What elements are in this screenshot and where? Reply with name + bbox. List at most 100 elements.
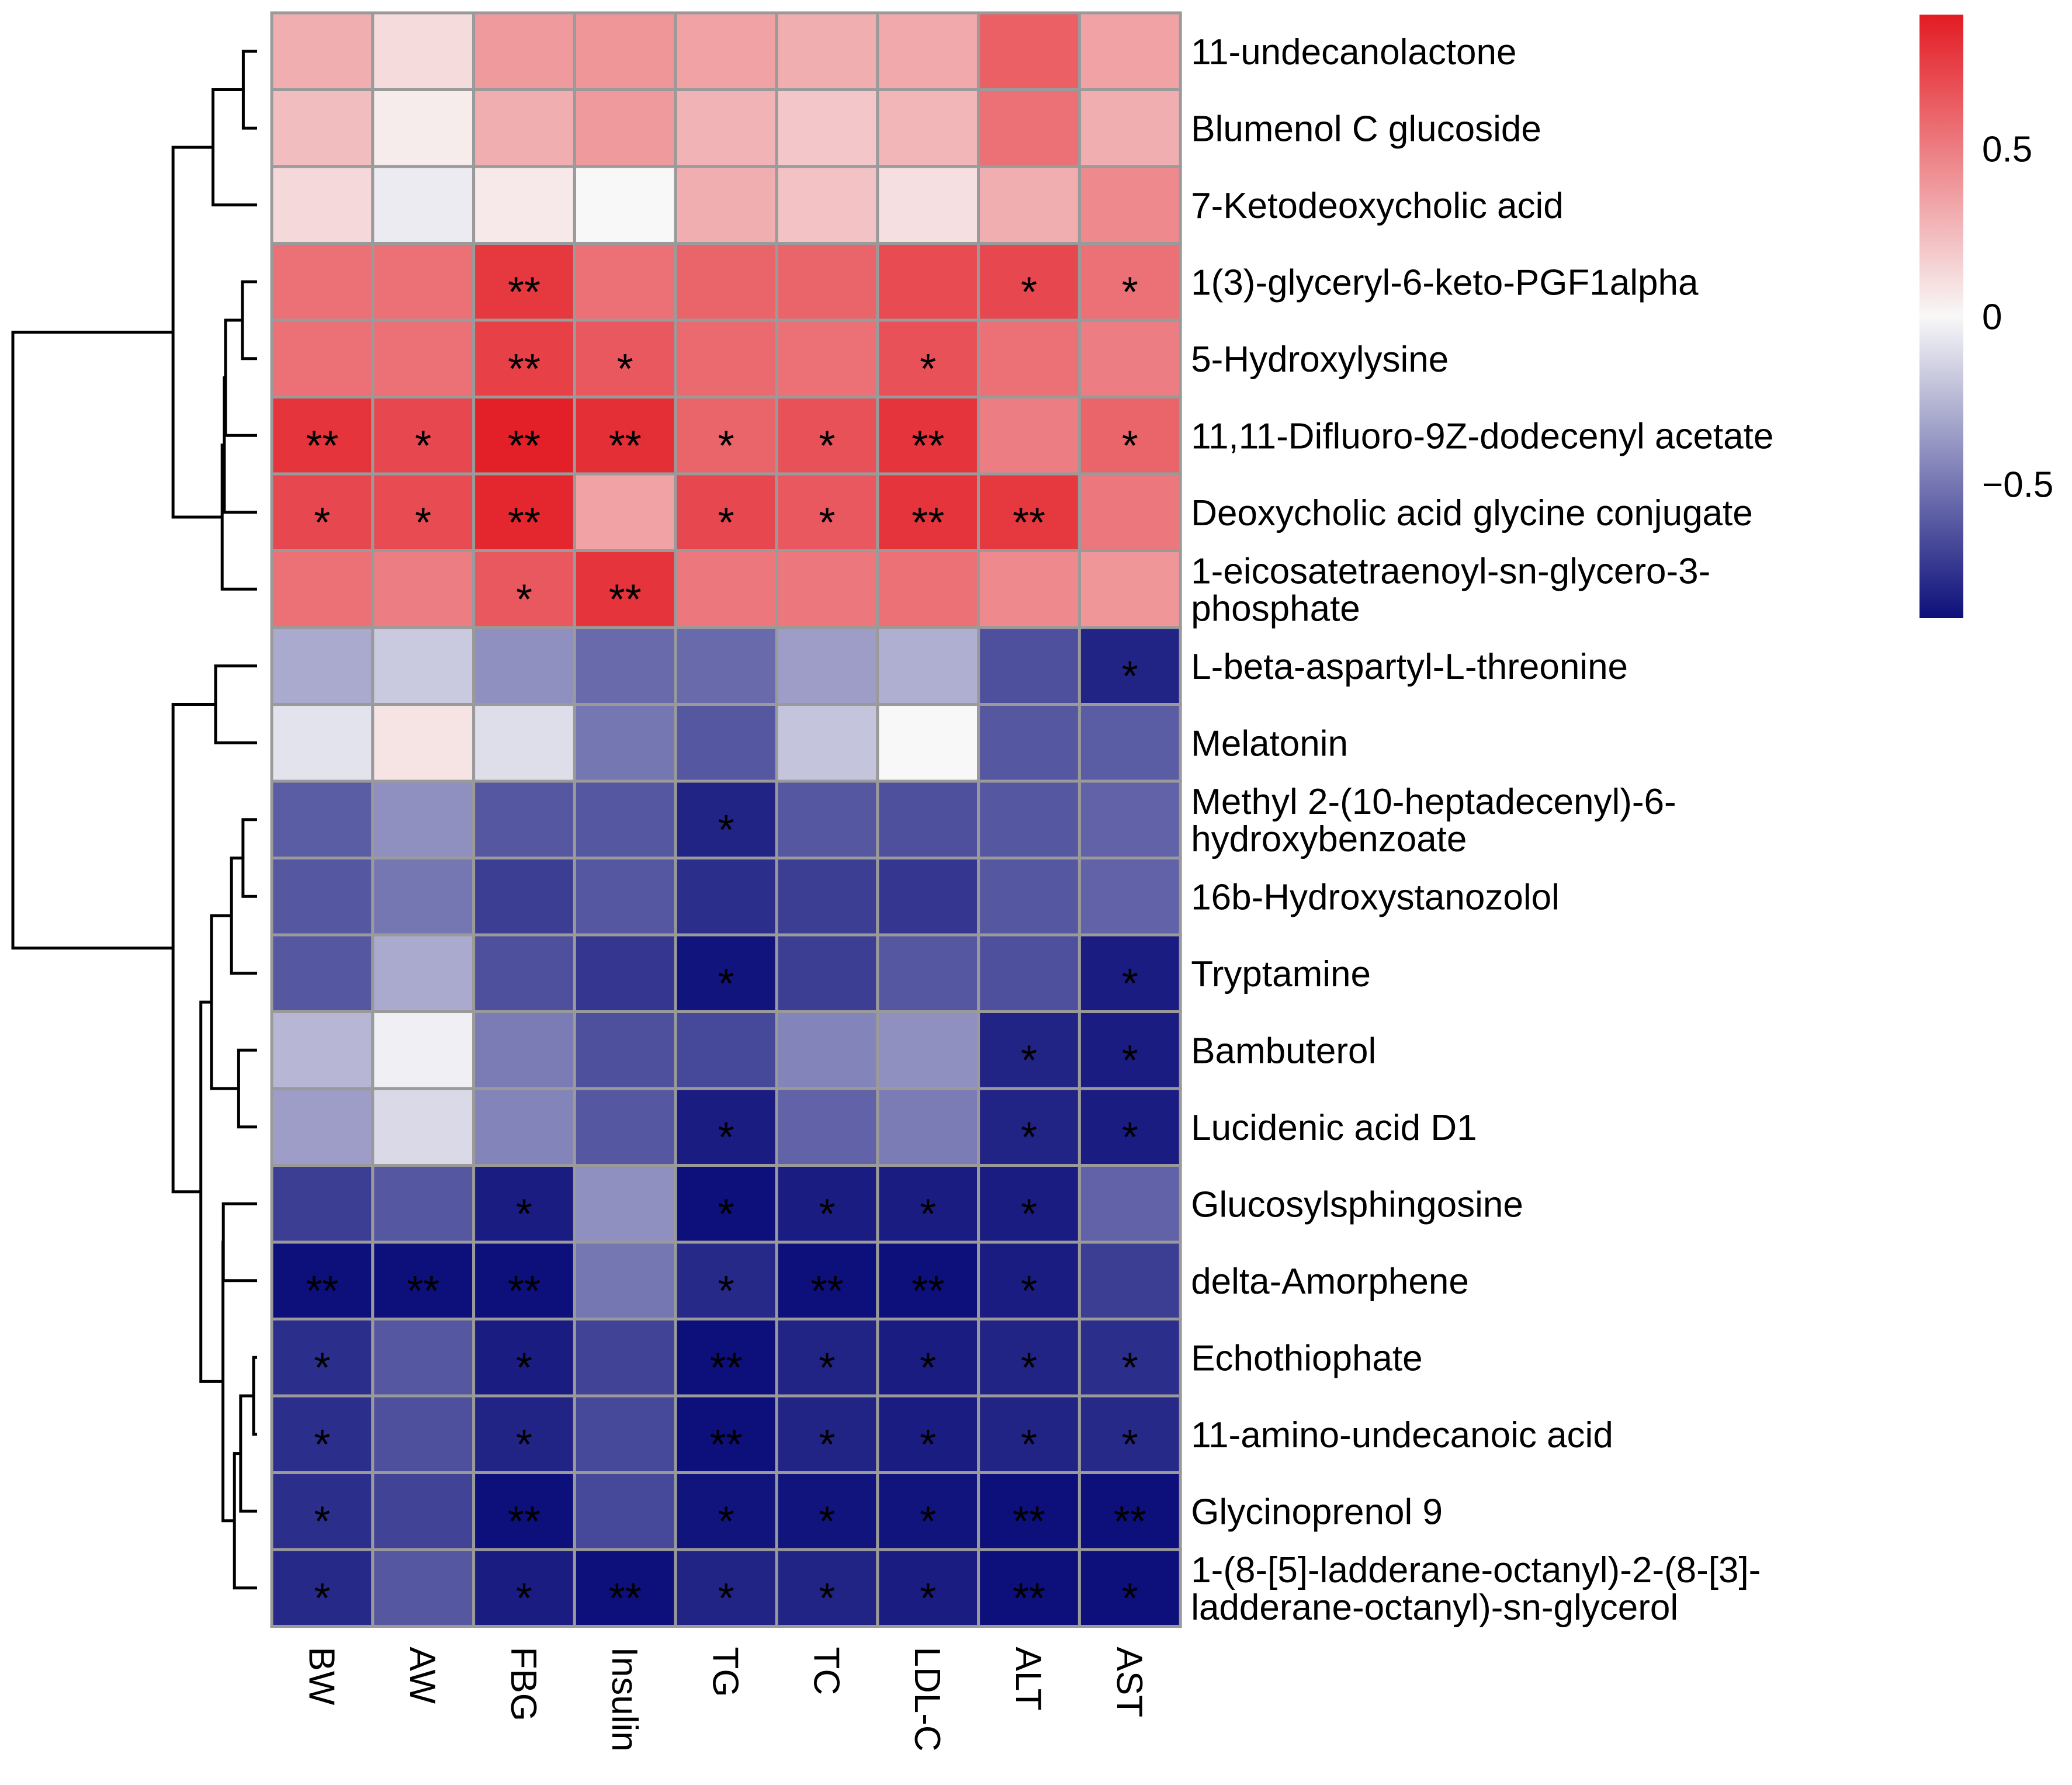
- column-label: AST: [1109, 1647, 1149, 1718]
- heatmap-cell: [371, 626, 476, 706]
- heatmap-cell: [977, 626, 1081, 706]
- row-label: Deoxycholic acid glycine conjugate: [1191, 493, 1753, 533]
- heatmap-cell: [977, 1318, 1081, 1398]
- heatmap-cell: [876, 1318, 980, 1398]
- heatmap-cell: [674, 88, 778, 168]
- heatmap-cell: [472, 11, 576, 91]
- heatmap-cell: [674, 626, 778, 706]
- heatmap-cell: [674, 779, 778, 859]
- heatmap-cell: [876, 1548, 980, 1628]
- heatmap-cell: [573, 1394, 677, 1474]
- heatmap-cell: [1077, 1087, 1182, 1167]
- heatmap-cell: [876, 1164, 980, 1244]
- significance-marker: *: [1122, 269, 1138, 316]
- row-label: 11,11-Difluoro-9Z-dodecenyl acetate: [1191, 416, 1773, 456]
- dendrogram-branch: [239, 1394, 257, 1513]
- heatmap-cell: [1077, 165, 1182, 245]
- dendrogram-branch: [230, 857, 257, 975]
- row-label: Bambuterol: [1191, 1031, 1376, 1071]
- row-label: 5-Hydroxylysine: [1191, 339, 1449, 380]
- heatmap-cell: [1077, 779, 1182, 859]
- heatmap-cell: [1077, 11, 1182, 91]
- heatmap-cell: [775, 933, 879, 1013]
- significance-marker: **: [1013, 1575, 1045, 1622]
- heatmap-cell: [270, 1010, 375, 1090]
- heatmap-cell: [270, 1471, 375, 1551]
- heatmap-cell: [977, 1394, 1081, 1474]
- row-labels: 11-undecanolactone Blumenol C glucoside 7-…: [1191, 32, 1773, 1628]
- heatmap-cell: [371, 11, 476, 91]
- heatmap-cell: [573, 703, 677, 783]
- heatmap-cell: [573, 1010, 677, 1090]
- row-label: 1-eicosatetraenoyl-sn-glycero-3-: [1191, 551, 1710, 591]
- row-label: Tryptamine: [1191, 954, 1371, 994]
- significance-marker: *: [718, 1114, 734, 1161]
- dendrogram-branch: [221, 1202, 257, 1283]
- heatmap-cell: [977, 857, 1081, 937]
- significance-marker: *: [718, 961, 734, 1007]
- heatmap-cell: [674, 933, 778, 1013]
- heatmap-cell: [674, 11, 778, 91]
- heatmap-cell: [472, 1087, 576, 1167]
- heatmap-cell: [775, 779, 879, 859]
- column-label: LDL-C: [907, 1647, 947, 1752]
- dendrogram-branch: [252, 1356, 257, 1436]
- heatmap-cell: [371, 1471, 476, 1551]
- significance-marker: *: [920, 1344, 936, 1391]
- heatmap-cell: [674, 1394, 778, 1474]
- heatmap-cell: [472, 933, 576, 1013]
- heatmap-cell: [1077, 1010, 1182, 1090]
- heatmap-cell: [371, 933, 476, 1013]
- significance-marker: *: [819, 1422, 835, 1468]
- heatmap-cell: [1077, 1548, 1182, 1628]
- heatmap-cell: [371, 1010, 476, 1090]
- heatmap-cell: [977, 472, 1081, 552]
- significance-marker: **: [912, 500, 944, 546]
- row-label: Echothiophate: [1191, 1338, 1422, 1378]
- heatmap-cell: [270, 857, 375, 937]
- dendrogram-branch: [241, 50, 257, 130]
- color-scale-tick: 0.5: [1982, 130, 2032, 170]
- column-label: FBG: [503, 1647, 543, 1721]
- significance-marker: *: [314, 1575, 330, 1622]
- heatmap-cell: [371, 1087, 476, 1167]
- significance-marker: *: [1122, 1422, 1138, 1468]
- column-label: TG: [705, 1647, 746, 1697]
- row-label: 16b-Hydroxystanozolol: [1191, 877, 1560, 917]
- heatmap-cell: [573, 549, 677, 629]
- heatmap-cell: [1077, 703, 1182, 783]
- heatmap-cell: [573, 626, 677, 706]
- significance-marker: *: [1122, 653, 1138, 700]
- row-label: 1(3)-glyceryl-6-keto-PGF1alpha: [1191, 262, 1699, 303]
- heatmap-cell: [371, 703, 476, 783]
- significance-marker: *: [1122, 961, 1138, 1007]
- significance-marker: **: [508, 500, 540, 546]
- significance-marker: **: [1114, 1498, 1146, 1545]
- color-scale-tick: 0: [1982, 297, 2002, 338]
- significance-marker: *: [819, 1498, 835, 1545]
- heatmap-cell: [977, 1240, 1081, 1320]
- heatmap-cell: [573, 779, 677, 859]
- significance-marker: *: [718, 1575, 734, 1622]
- heatmap-cell: [674, 1164, 778, 1244]
- heatmap-cell: [775, 472, 879, 552]
- significance-marker: *: [1122, 1344, 1138, 1391]
- significance-marker: *: [415, 422, 431, 469]
- heatmap-cell: [775, 549, 879, 629]
- heatmap-cell: [1077, 1471, 1182, 1551]
- heatmap-cell: [775, 1164, 879, 1244]
- heatmap-cell: [775, 626, 879, 706]
- column-labels: BW AW FBG Insulin TG TC LDL-C ALT AST: [301, 1647, 1149, 1752]
- heatmap-cell: [371, 88, 476, 168]
- significance-marker: *: [819, 1191, 835, 1238]
- heatmap-cell: [1077, 1318, 1182, 1398]
- heatmap-cell: [1077, 857, 1182, 937]
- heatmap-cell: [876, 242, 980, 322]
- row-label: 11-undecanolactone: [1191, 32, 1516, 72]
- significance-marker: *: [314, 1344, 330, 1391]
- heatmap-cell: [371, 549, 476, 629]
- heatmap-cell: [472, 88, 576, 168]
- heatmap-cell: [876, 88, 980, 168]
- column-label: Insulin: [604, 1647, 645, 1752]
- significance-marker: *: [617, 346, 633, 393]
